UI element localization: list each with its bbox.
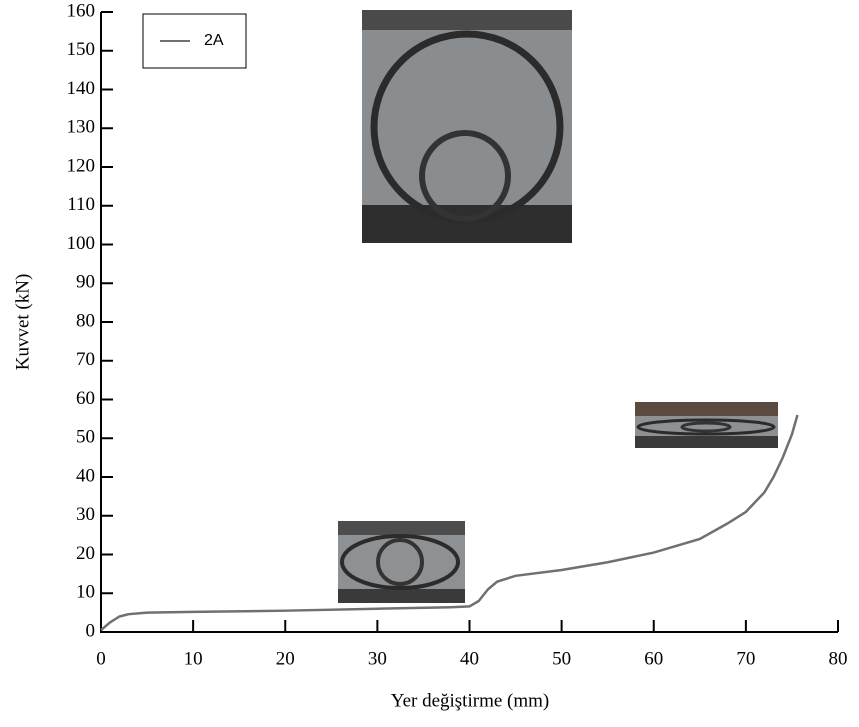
y-tick-label: 130 xyxy=(67,117,96,138)
photo-initial xyxy=(362,10,572,243)
y-tick-label: 50 xyxy=(76,427,95,448)
legend-box xyxy=(142,13,247,69)
y-tick-label: 100 xyxy=(67,233,96,254)
x-tick-label: 80 xyxy=(829,648,848,669)
y-tick-label: 10 xyxy=(76,582,95,603)
photo-final xyxy=(635,402,778,448)
y-tick-label: 30 xyxy=(76,504,95,525)
x-tick-label: 50 xyxy=(552,648,571,669)
y-tick-label: 160 xyxy=(67,0,96,21)
photo-middle xyxy=(338,521,465,603)
x-tick-label: 30 xyxy=(368,648,387,669)
y-axis-label: Kuvvet (kN) xyxy=(12,274,33,371)
x-tick-label: 70 xyxy=(736,648,755,669)
y-tick-label: 90 xyxy=(76,272,95,293)
data-line xyxy=(100,414,799,632)
y-tick-label: 110 xyxy=(67,194,95,215)
x-tick-label: 10 xyxy=(184,648,203,669)
y-tick-label: 0 xyxy=(86,620,96,641)
y-tick-label: 60 xyxy=(76,388,95,409)
x-tick-label: 20 xyxy=(276,648,295,669)
y-tick-label: 20 xyxy=(76,543,95,564)
y-tick-label: 80 xyxy=(76,310,95,331)
y-tick-label: 70 xyxy=(76,349,95,370)
x-tick-label: 40 xyxy=(460,648,479,669)
x-axis-label: Yer değiştirme (mm) xyxy=(391,690,550,711)
y-tick-label: 140 xyxy=(67,78,96,99)
y-tick-label: 120 xyxy=(67,155,96,176)
legend-label: 2A xyxy=(204,32,224,49)
y-tick-label: 150 xyxy=(67,39,96,60)
x-tick-label: 0 xyxy=(96,648,106,669)
x-tick-label: 60 xyxy=(644,648,663,669)
y-tick-label: 40 xyxy=(76,465,95,486)
